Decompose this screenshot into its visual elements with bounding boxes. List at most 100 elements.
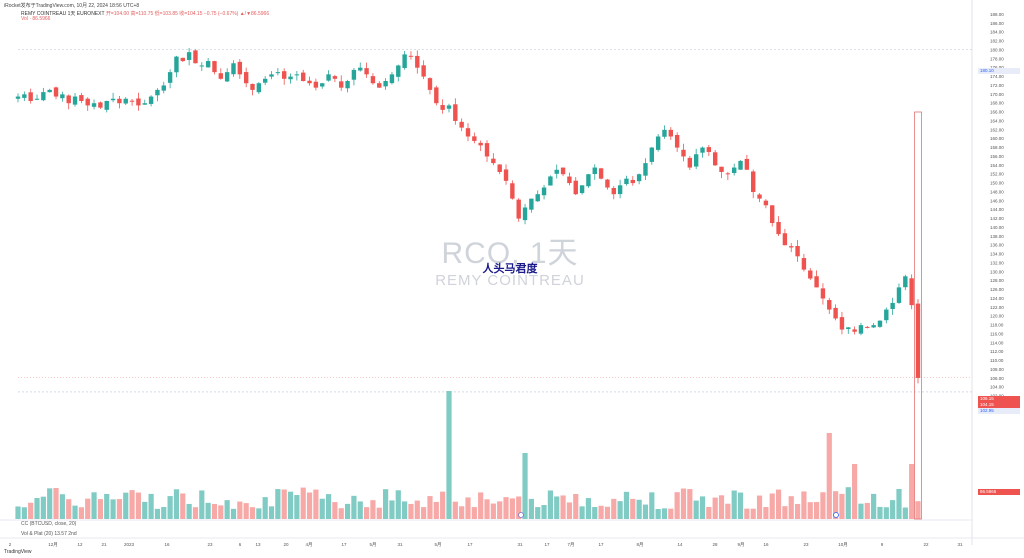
volume-bar xyxy=(249,507,256,519)
y-tick-label: 174.00 xyxy=(990,74,1004,79)
volume-bar xyxy=(554,496,560,519)
y-tick-label: 156.00 xyxy=(990,154,1004,159)
x-tick-label: 9月 xyxy=(737,542,744,548)
volume-bar xyxy=(725,503,731,519)
x-tick-label: 17 xyxy=(544,542,550,547)
candle-body xyxy=(332,76,338,79)
volume-bar xyxy=(750,508,756,519)
candle-body xyxy=(28,92,33,101)
candle-body xyxy=(85,98,90,106)
candle-body xyxy=(687,157,693,168)
volume-bar xyxy=(275,489,281,519)
candle-body xyxy=(535,194,540,202)
volume-indicator-label[interactable]: Vol & Plat (20) 13.57 2nd xyxy=(21,531,77,537)
volume-bar xyxy=(478,492,484,519)
candle-body xyxy=(472,136,477,141)
candle-body xyxy=(744,158,750,170)
volume-bar xyxy=(230,508,237,519)
volume-bar xyxy=(718,495,725,519)
volume-bar xyxy=(902,507,908,519)
y-tick-label: 116.00 xyxy=(990,331,1004,336)
candle-body xyxy=(421,65,426,77)
x-tick-label: 8月 xyxy=(636,542,643,548)
y-tick-label: 180.00 xyxy=(990,47,1004,52)
volume-bar xyxy=(21,507,27,519)
x-tick-label: 31 xyxy=(957,542,963,547)
volume-bar xyxy=(731,490,737,519)
candle-body xyxy=(180,57,185,62)
volume-bar xyxy=(325,494,332,519)
candle-body xyxy=(541,187,547,196)
x-tick-label: 22 xyxy=(923,542,929,547)
candle-body xyxy=(358,67,363,71)
legend-values: 开=104.00 高=110.75 低=103.85 收=104.15 −0.7… xyxy=(105,11,270,17)
legend-ohlc: REMY COINTREAU 1天 EURONEXT 开=104.00 高=11… xyxy=(21,10,269,17)
y-tick-label: 126.00 xyxy=(990,287,1004,292)
candle-body xyxy=(415,55,420,68)
x-tick-label: 28 xyxy=(712,542,718,547)
candle-body xyxy=(579,185,585,194)
volume-bar xyxy=(630,498,636,519)
candle-body xyxy=(41,92,46,101)
volume-bar xyxy=(833,491,839,519)
y-tick-label: 142.00 xyxy=(990,216,1004,221)
candle-body xyxy=(377,83,382,88)
candle-body xyxy=(560,167,566,175)
candle-body xyxy=(706,147,712,153)
candle-body xyxy=(890,302,895,310)
candle-body xyxy=(655,136,661,150)
candle-body xyxy=(871,325,876,328)
candle-body xyxy=(712,152,718,166)
candle-body xyxy=(674,134,680,148)
cc-indicator-label[interactable]: CC (BTCUSD, close, 20) xyxy=(21,521,77,527)
volume-bar xyxy=(579,506,585,519)
volume-bar xyxy=(123,492,129,519)
volume-bar xyxy=(389,500,395,519)
legend-symbol: REMY COINTREAU 1天 EURONEXT xyxy=(21,11,105,17)
y-tick-label: 140.00 xyxy=(990,225,1004,230)
volume-bar xyxy=(268,506,275,519)
volume-bar xyxy=(775,489,782,519)
volume-bar xyxy=(427,496,433,519)
volume-bar xyxy=(421,507,427,519)
volume-bar xyxy=(585,498,592,519)
price-tag-low: 102.95 xyxy=(978,408,1020,414)
volume-bar xyxy=(167,496,173,519)
volume-bar xyxy=(896,488,902,519)
candle-body xyxy=(522,207,528,221)
y-tick-label: 128.00 xyxy=(990,278,1004,283)
price-tag-last: 106.15 xyxy=(978,396,1020,402)
volume-bar xyxy=(617,501,623,519)
volume-bar xyxy=(192,507,199,519)
candle-body xyxy=(167,72,173,83)
candle-body xyxy=(693,154,699,167)
x-tick-label: 2023 xyxy=(124,542,135,547)
candle-body xyxy=(237,61,243,75)
candle-body xyxy=(104,100,109,110)
candle-body xyxy=(738,160,743,170)
volume-bar xyxy=(712,497,718,519)
candle-body xyxy=(757,194,762,199)
candle-body xyxy=(313,81,319,88)
volume-bar xyxy=(205,502,211,519)
volume-bar xyxy=(59,494,65,519)
y-tick-label: 152.00 xyxy=(990,172,1004,177)
volume-bar xyxy=(801,491,807,519)
x-tick-label: 31 xyxy=(397,542,403,547)
candle-body xyxy=(801,258,807,270)
volume-bar xyxy=(66,499,72,519)
y-tick-label: 106.00 xyxy=(990,376,1004,381)
volume-bar xyxy=(408,503,414,519)
volume-bar xyxy=(687,489,693,519)
volume-bar xyxy=(661,508,668,519)
volume-bar xyxy=(446,391,452,519)
candle-body xyxy=(548,176,553,186)
y-tick-label: 176.00 xyxy=(990,65,1004,70)
candle-body xyxy=(516,199,521,219)
volume-bar xyxy=(744,508,750,519)
candle-body xyxy=(34,98,40,100)
volume-bar xyxy=(287,491,294,519)
candle-body xyxy=(320,83,325,87)
candle-body xyxy=(275,72,281,74)
